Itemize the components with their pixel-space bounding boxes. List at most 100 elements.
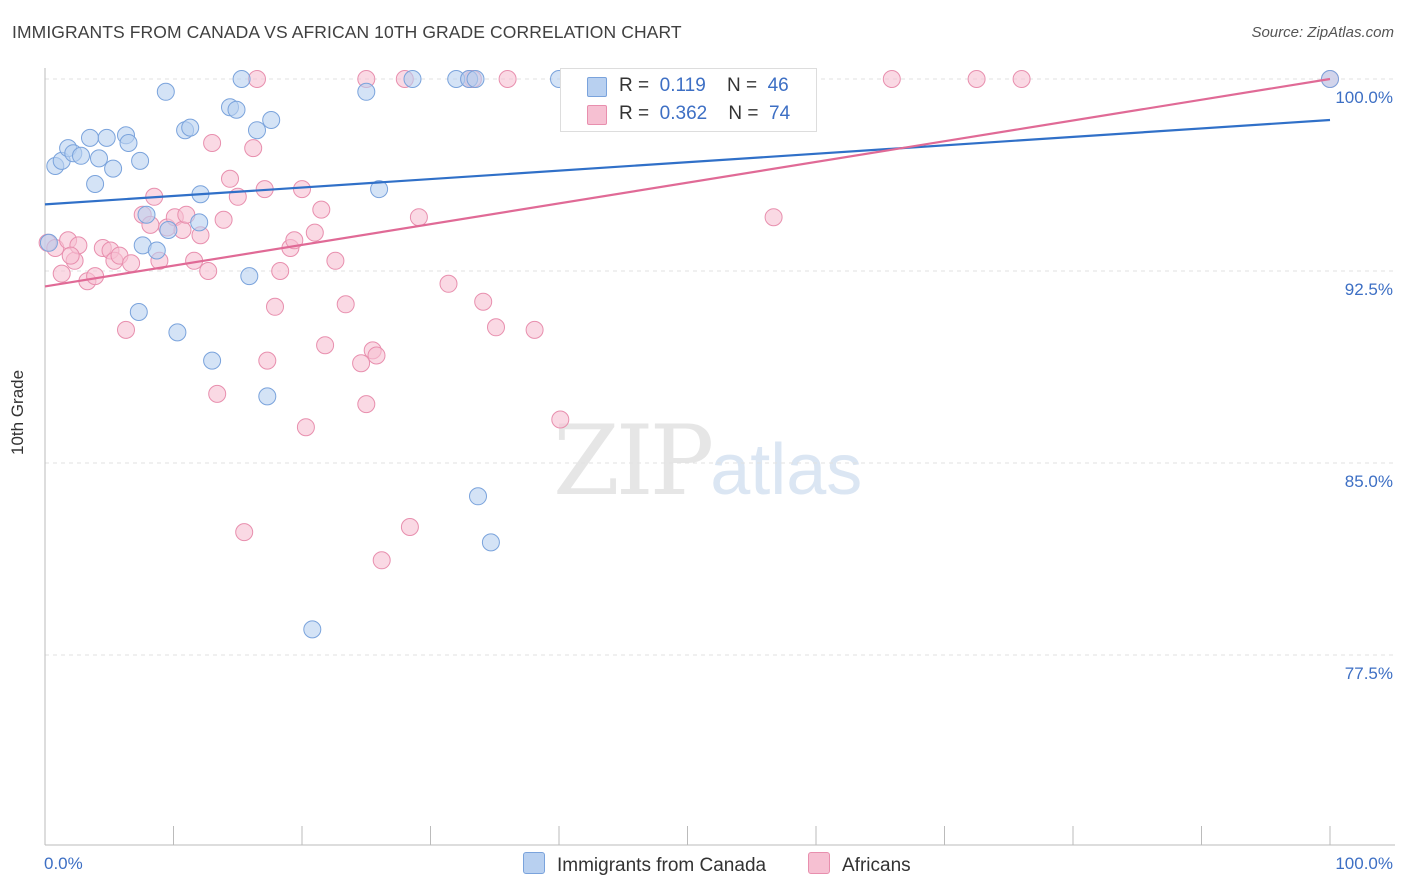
canada-point [168, 323, 187, 342]
africans-point [551, 410, 570, 429]
legend-n-value: 46 [767, 75, 789, 96]
africans-point [52, 264, 71, 283]
watermark: ZIPatlas [553, 405, 862, 517]
bottom-legend-label-africans: Africans [842, 855, 911, 876]
africans-point [296, 418, 315, 437]
canada-point [119, 134, 138, 152]
canada-point [248, 121, 266, 140]
canada-point [137, 205, 156, 224]
africans-point [400, 518, 419, 536]
canada-point [232, 70, 251, 88]
bottom-legend-canada: Immigrants from Canada [523, 852, 766, 877]
canada-point [181, 118, 200, 137]
canada-point [240, 267, 259, 286]
africans-point [61, 246, 80, 265]
africans-points [38, 70, 1339, 570]
bottom-legend-swatch-africans [808, 852, 830, 874]
africans-point [1012, 70, 1031, 88]
canada-point [159, 221, 178, 239]
y-tick-label: 77.5% [1345, 664, 1393, 683]
y-tick-label: 100.0% [1335, 88, 1393, 107]
canada-point [262, 111, 281, 129]
tick-labels: 77.5% 85.0% 92.5% 100.0% 0.0% 100.0% [44, 88, 1393, 873]
africans-point [244, 139, 263, 158]
chart-title: IMMIGRANTS FROM CANADA VS AFRICAN 10TH G… [12, 22, 682, 42]
canada-point [39, 233, 58, 252]
legend-n-label: N = [726, 75, 758, 96]
legend-r-label: R = [619, 75, 650, 96]
canada-point [129, 303, 148, 321]
africans-point [293, 180, 311, 199]
africans-point [271, 262, 290, 280]
bottom-legend-label-canada: Immigrants from Canada [557, 855, 767, 876]
africans-point [248, 70, 266, 88]
source-label: Source: ZipAtlas.com [1251, 24, 1394, 41]
africans-point [258, 351, 277, 370]
canada-point [90, 149, 108, 168]
canada-point [190, 213, 209, 232]
trend-lines [44, 77, 1331, 288]
legend-n-label: N = [728, 103, 759, 124]
canada-point [227, 100, 246, 119]
canada-point [86, 175, 105, 193]
canada-point [131, 151, 150, 170]
africans-trend-line [44, 77, 1331, 288]
legend-swatch-canada [587, 77, 607, 97]
canada-point [156, 82, 175, 101]
legend-swatch-africans [587, 105, 607, 125]
africans-point [122, 254, 141, 273]
y-tick-label: 92.5% [1345, 280, 1393, 299]
x-tick-label: 100.0% [1335, 854, 1393, 873]
canada-point [104, 159, 123, 178]
canada-point [147, 241, 166, 260]
canada-point [469, 487, 487, 506]
africans-point [312, 200, 331, 219]
grid-lines [45, 78, 1395, 656]
africans-point [221, 169, 239, 188]
watermark-atlas: atlas [710, 430, 863, 510]
africans-point [214, 210, 233, 229]
canada-point [258, 387, 277, 406]
canada-point [72, 146, 90, 165]
canada-point [357, 82, 376, 101]
africans-point [967, 70, 986, 88]
africans-point [305, 223, 324, 242]
watermark-zip: ZIP [553, 405, 714, 517]
canada-points [39, 70, 1339, 639]
africans-point [882, 70, 901, 88]
africans-point [86, 267, 105, 286]
correlation-legend: R = 0.119 N = 46 R = 0.362 N = 74 [560, 68, 817, 132]
africans-point [336, 295, 355, 314]
africans-point [326, 251, 345, 270]
africans-point [117, 320, 135, 339]
legend-n-value: 74 [769, 103, 791, 124]
africans-point [266, 297, 284, 316]
canada-point [203, 351, 222, 370]
africans-point [199, 262, 218, 280]
canada-point [403, 70, 422, 88]
legend-r-value: 0.362 [659, 103, 708, 124]
africans-point [372, 551, 391, 570]
axes [44, 68, 1395, 846]
africans-point [367, 346, 386, 365]
africans-point [474, 292, 493, 311]
africans-point [357, 395, 376, 414]
africans-point [498, 70, 517, 88]
africans-point [208, 384, 227, 403]
bottom-legend-africans: Africans [808, 852, 911, 877]
africans-point [439, 274, 458, 293]
canada-point [370, 180, 389, 199]
canada-trend-line [44, 118, 1331, 206]
africans-point [235, 523, 254, 542]
bottom-legend-swatch-canada [523, 852, 545, 874]
canada-point [81, 128, 99, 147]
legend-r-value: 0.119 [659, 75, 706, 96]
africans-point [316, 336, 335, 355]
africans-point [409, 208, 428, 227]
canada-point [97, 128, 116, 147]
y-axis-label: 10th Grade [8, 369, 27, 455]
canada-point [481, 533, 500, 552]
africans-point [203, 134, 222, 152]
africans-point [487, 318, 505, 337]
